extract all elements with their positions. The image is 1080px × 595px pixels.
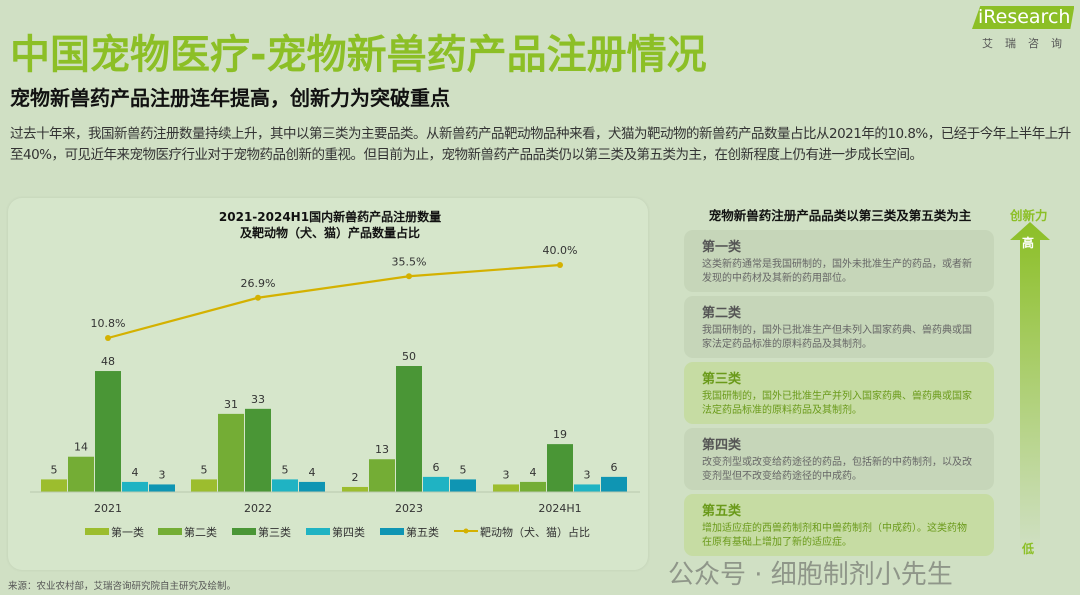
bar-第三类-2024H1 <box>547 444 573 492</box>
bar-value-label: 5 <box>282 463 289 476</box>
bar-第二类-2022 <box>218 413 244 492</box>
low-label: 低 <box>1022 542 1035 556</box>
legend-label: 第三类 <box>258 525 291 539</box>
chart-title-2: 及靶动物（犬、猫）产品数量占比 <box>240 225 420 240</box>
legend-line-marker <box>463 528 469 534</box>
legend-label: 第二类 <box>184 525 217 539</box>
bar-value-label: 3 <box>584 468 591 481</box>
category-title: 第五类 <box>702 504 742 519</box>
category-desc: 我国研制的，国外已批准生产并列入国家药典、兽药典或国家法定药品标准的原料药品及其… <box>702 391 972 416</box>
category-card: 第四类改变剂型或改变给药途径的药品，包括新的中药制剂，以及改变剂型但不改变给药途… <box>684 428 994 490</box>
bar-第二类-2023 <box>369 459 395 492</box>
bar-value-label: 13 <box>375 443 389 456</box>
category-card: 第五类增加适应症的西兽药制剂和中兽药制剂（中成药）。这类药物在原有基础上增加了新… <box>684 494 994 556</box>
bar-第五类-2022 <box>299 481 325 492</box>
bar-value-label: 4 <box>309 466 316 479</box>
line-value-label: 35.5% <box>392 255 427 268</box>
category-card: 第三类我国研制的，国外已批准生产并列入国家药典、兽药典或国家法定药品标准的原料药… <box>684 362 994 424</box>
bar-第四类-2021 <box>122 481 148 492</box>
intro-paragraph: 过去十年来，我国新兽药注册数量持续上升，其中以第三类为主要品类。从新兽药产品靶动… <box>10 126 1071 163</box>
bar-第五类-2024H1 <box>601 476 627 492</box>
bar-value-label: 4 <box>530 466 537 479</box>
category-title: 第三类 <box>702 372 742 387</box>
x-tick-label: 2024H1 <box>538 502 581 515</box>
category-desc: 增加适应症的西兽药制剂和中兽药制剂（中成药）。这类药物在原有基础上增加了新的适应… <box>702 523 967 548</box>
bar-第四类-2024H1 <box>574 484 600 492</box>
legend-label: 第一类 <box>111 525 144 539</box>
right-title: 宠物新兽药注册产品品类以第三类及第五类为主 <box>708 208 972 223</box>
page-title: 中国宠物医疗-宠物新兽药产品注册情况 <box>10 32 707 78</box>
legend-swatch <box>380 528 404 535</box>
high-label: 高 <box>1022 236 1035 250</box>
legend-swatch <box>232 528 256 535</box>
logo-en: iResearch <box>972 6 1075 29</box>
bar-value-label: 33 <box>251 393 265 406</box>
category-title: 第一类 <box>702 240 742 255</box>
category-card: 第一类这类新药通常是我国研制的，国外未批准生产的药品，或者新发现的中药材及其新的… <box>684 230 994 292</box>
bar-第四类-2022 <box>272 479 298 492</box>
line-point <box>406 273 412 280</box>
bar-value-label: 5 <box>460 463 467 476</box>
legend-swatch <box>85 528 109 535</box>
line-point <box>557 262 563 268</box>
category-card: 第二类我国研制的，国外已批准生产但未列入国家药典、兽药典或国家法定药品标准的原料… <box>684 296 994 358</box>
bar-第一类-2024H1 <box>493 484 519 492</box>
line-point <box>255 294 261 301</box>
line-point <box>105 335 111 341</box>
bar-value-label: 14 <box>74 441 88 454</box>
bar-第二类-2021 <box>68 456 94 492</box>
bar-第二类-2024H1 <box>520 481 546 492</box>
x-tick-label: 2022 <box>244 502 272 515</box>
innovation-label: 创新力 <box>1010 208 1048 223</box>
x-tick-label: 2021 <box>94 502 122 515</box>
legend-label: 靶动物（犬、猫）占比 <box>480 525 590 539</box>
legend-swatch <box>158 528 182 535</box>
legend-label: 第四类 <box>332 525 365 539</box>
chart-title: 2021-2024H1国内新兽药产品注册数量 <box>219 209 441 224</box>
bar-value-label: 48 <box>101 355 115 368</box>
bar-第三类-2023 <box>396 366 422 492</box>
bar-value-label: 3 <box>503 468 510 481</box>
bar-value-label: 5 <box>201 463 208 476</box>
bar-value-label: 4 <box>132 466 139 479</box>
bar-第一类-2022 <box>191 479 217 492</box>
logo-cn: 艾瑞咨询 <box>982 37 1074 50</box>
watermark: 公众号 · 细胞制剂小先生 <box>668 560 953 590</box>
legend-swatch <box>306 528 330 535</box>
source-note: 来源：农业农村部，艾瑞咨询研究院自主研究及绘制。 <box>8 581 237 592</box>
page-subtitle: 宠物新兽药产品注册连年提高，创新力为突破重点 <box>10 86 450 110</box>
bar-第三类-2022 <box>245 408 271 492</box>
bar-value-label: 31 <box>224 398 238 411</box>
bar-第五类-2023 <box>450 479 476 492</box>
category-title: 第二类 <box>702 306 742 321</box>
bar-第四类-2023 <box>423 476 449 492</box>
line-share <box>107 263 561 340</box>
category-desc: 我国研制的，国外已批准生产但未列入国家药典、兽药典或国家法定药品标准的原料药品及… <box>702 325 972 350</box>
category-desc: 改变剂型或改变给药途径的药品，包括新的中药制剂，以及改变剂型但不改变给药途径的中… <box>702 457 972 482</box>
bar-第五类-2021 <box>149 484 175 492</box>
innovation-arrow-icon <box>1010 222 1050 552</box>
category-title: 第四类 <box>702 438 742 453</box>
bar-value-label: 3 <box>159 468 166 481</box>
bar-value-label: 19 <box>553 428 567 441</box>
bar-第三类-2021 <box>95 371 121 492</box>
bar-value-label: 2 <box>352 471 359 484</box>
bar-第一类-2023 <box>342 486 368 492</box>
category-desc: 这类新药通常是我国研制的，国外未批准生产的药品，或者新发现的中药材及其新的药用部… <box>702 259 972 284</box>
line-value-label: 26.9% <box>241 277 276 290</box>
line-value-label: 40.0% <box>543 244 578 257</box>
bar-value-label: 6 <box>433 461 440 474</box>
line-value-label: 10.8% <box>91 317 126 330</box>
bar-value-label: 6 <box>611 461 618 474</box>
bar-value-label: 5 <box>51 463 58 476</box>
legend-label: 第五类 <box>406 525 439 539</box>
iresearch-logo: iResearch 艾瑞咨询 <box>972 6 1076 51</box>
bar-value-label: 50 <box>402 350 416 363</box>
bar-第一类-2021 <box>41 479 67 492</box>
x-tick-label: 2023 <box>395 502 423 515</box>
